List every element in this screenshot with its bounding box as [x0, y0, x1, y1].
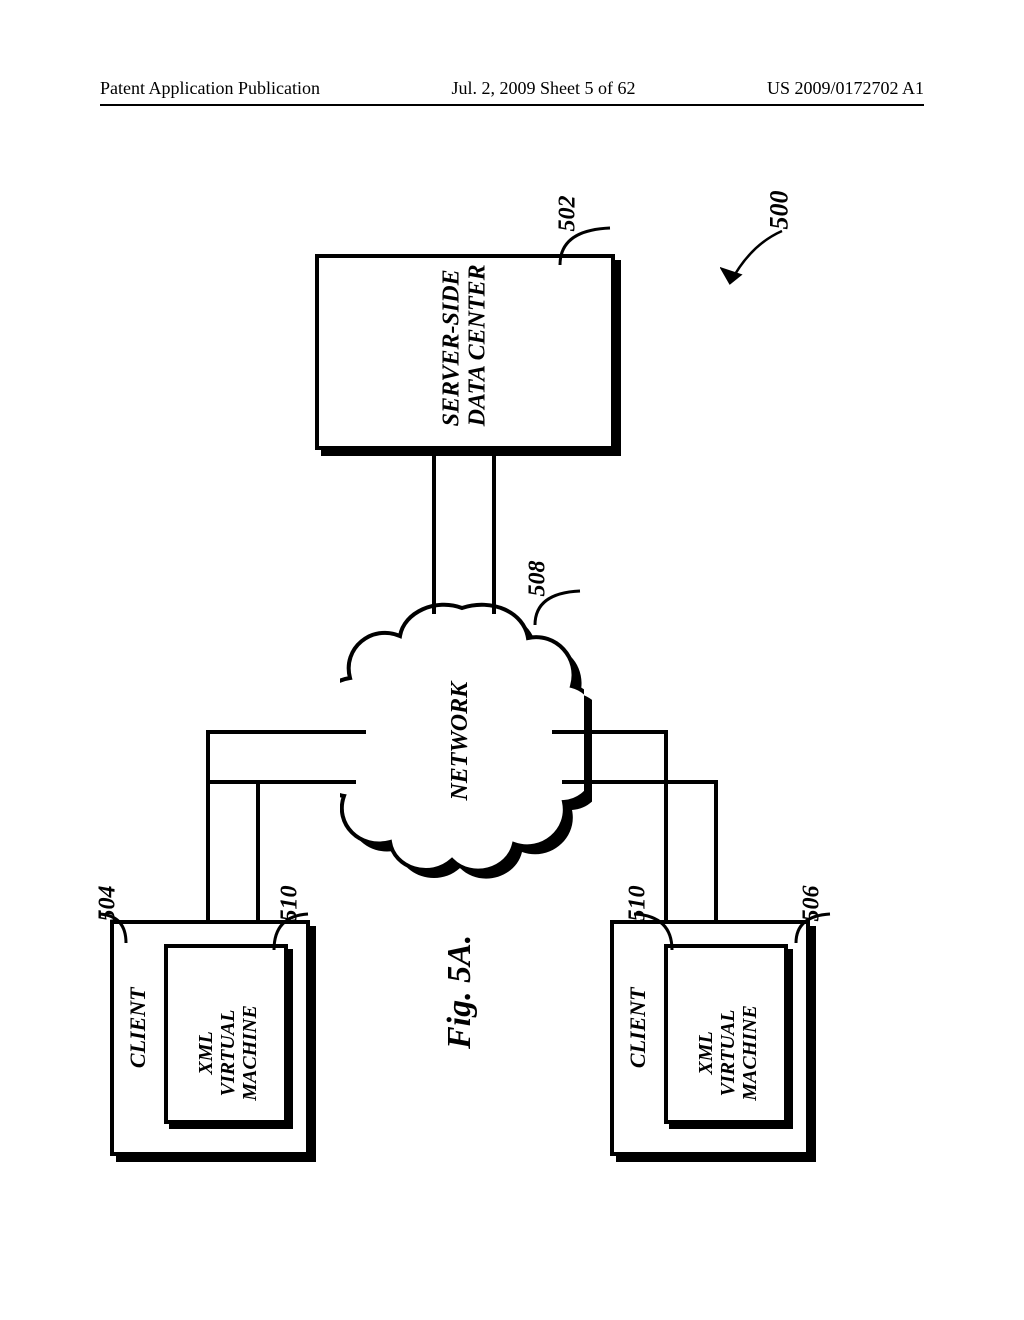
- client-left-leader: [96, 908, 140, 948]
- figure-caption: Fig. 5A.: [441, 889, 479, 1049]
- conn-server-net-1: [432, 454, 436, 614]
- xvm-right-leader: [630, 908, 682, 956]
- header-left: Patent Application Publication: [100, 78, 320, 99]
- client-right-leader: [792, 908, 836, 948]
- conn-net-cr-1b: [552, 730, 668, 734]
- server-leader: [555, 220, 625, 270]
- figure-canvas: SERVER-SIDE DATA CENTER 502 NETWORK 508 …: [100, 170, 924, 1220]
- xvm-left-label: XML VIRTUAL MACHINE: [195, 1003, 261, 1103]
- conn-net-cl-1a: [206, 780, 356, 784]
- client-left-label: CLIENT: [126, 1008, 150, 1068]
- system-arrow: [720, 225, 790, 295]
- xvm-left-leader: [270, 908, 314, 956]
- header-right: US 2009/0172702 A1: [767, 78, 924, 99]
- page-header: Patent Application Publication Jul. 2, 2…: [0, 78, 1024, 99]
- xvm-right-label: XML VIRTUAL MACHINE: [695, 1003, 761, 1103]
- system-ref: 500: [765, 191, 795, 230]
- conn-net-cr-1c: [714, 780, 718, 920]
- client-right-label: CLIENT: [626, 1008, 650, 1068]
- header-rule: [100, 104, 924, 106]
- conn-net-cl-1d: [256, 780, 260, 920]
- conn-net-cl-1c: [206, 730, 210, 920]
- network-label: NETWORK: [447, 681, 473, 801]
- conn-net-cr-1d: [664, 730, 668, 920]
- header-mid: Jul. 2, 2009 Sheet 5 of 62: [451, 78, 635, 99]
- server-label: SERVER-SIDE DATA CENTER: [439, 286, 492, 426]
- conn-server-net-2: [492, 454, 496, 614]
- conn-net-cl-1b: [206, 730, 366, 734]
- network-leader: [530, 585, 590, 630]
- conn-net-cr-1a: [562, 780, 718, 784]
